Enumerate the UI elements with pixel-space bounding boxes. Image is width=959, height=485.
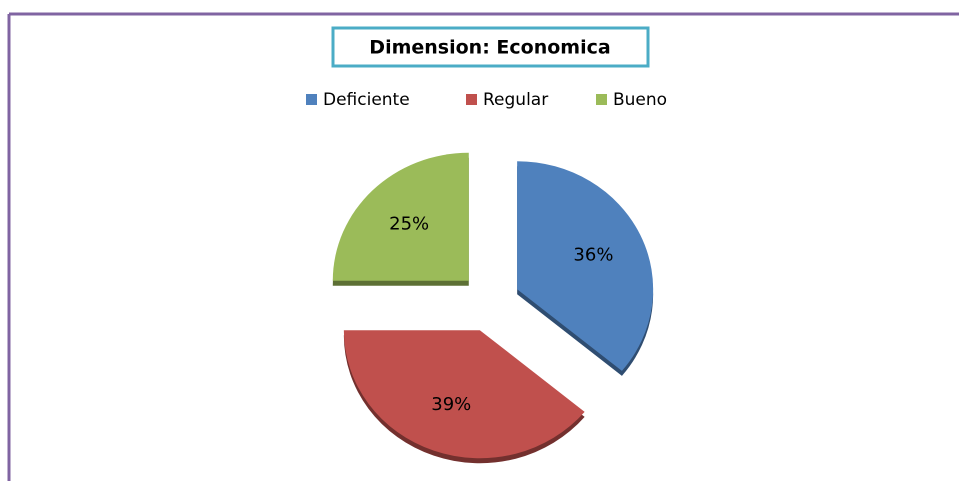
slice: [517, 161, 654, 371]
slice: [332, 152, 469, 281]
legend-swatch: [466, 94, 477, 105]
slice: [343, 330, 585, 459]
legend-label: Deficiente: [323, 90, 410, 110]
data-label: 39%: [431, 394, 471, 415]
legend-label: Regular: [483, 90, 548, 110]
pie: 36% 39% 25%: [332, 152, 654, 464]
legend-label: Bueno: [613, 90, 667, 110]
data-label: 25%: [389, 214, 429, 235]
chart-title: Dimension: Economica: [369, 37, 610, 59]
legend-swatch: [306, 94, 317, 105]
legend: Deficiente Regular Bueno: [306, 90, 667, 110]
title-box: [331, 26, 650, 68]
legend-swatch: [596, 94, 607, 105]
data-label: 36%: [573, 244, 613, 265]
